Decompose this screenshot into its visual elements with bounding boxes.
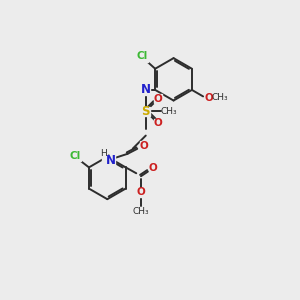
Text: O: O: [149, 163, 158, 173]
Bar: [149, 164, 158, 172]
Text: N: N: [141, 83, 151, 96]
Text: O: O: [136, 188, 146, 197]
Bar: [137, 188, 145, 197]
Text: CH₃: CH₃: [212, 93, 228, 102]
Text: Cl: Cl: [69, 151, 80, 161]
Bar: [208, 94, 216, 103]
Text: S: S: [142, 105, 150, 118]
Text: N: N: [106, 154, 116, 167]
Text: CH₃: CH₃: [133, 207, 149, 216]
Text: H: H: [100, 149, 107, 158]
Text: O: O: [204, 93, 213, 103]
Text: CH₃: CH₃: [160, 106, 177, 116]
Bar: [154, 94, 162, 103]
Bar: [136, 51, 148, 62]
Text: O: O: [154, 118, 163, 128]
Bar: [102, 155, 115, 166]
Text: Cl: Cl: [136, 51, 148, 62]
Bar: [142, 85, 150, 94]
Text: O: O: [139, 141, 148, 151]
Bar: [140, 141, 148, 150]
Bar: [154, 119, 162, 128]
Text: O: O: [154, 94, 163, 104]
Bar: [141, 107, 150, 116]
Bar: [68, 151, 81, 161]
